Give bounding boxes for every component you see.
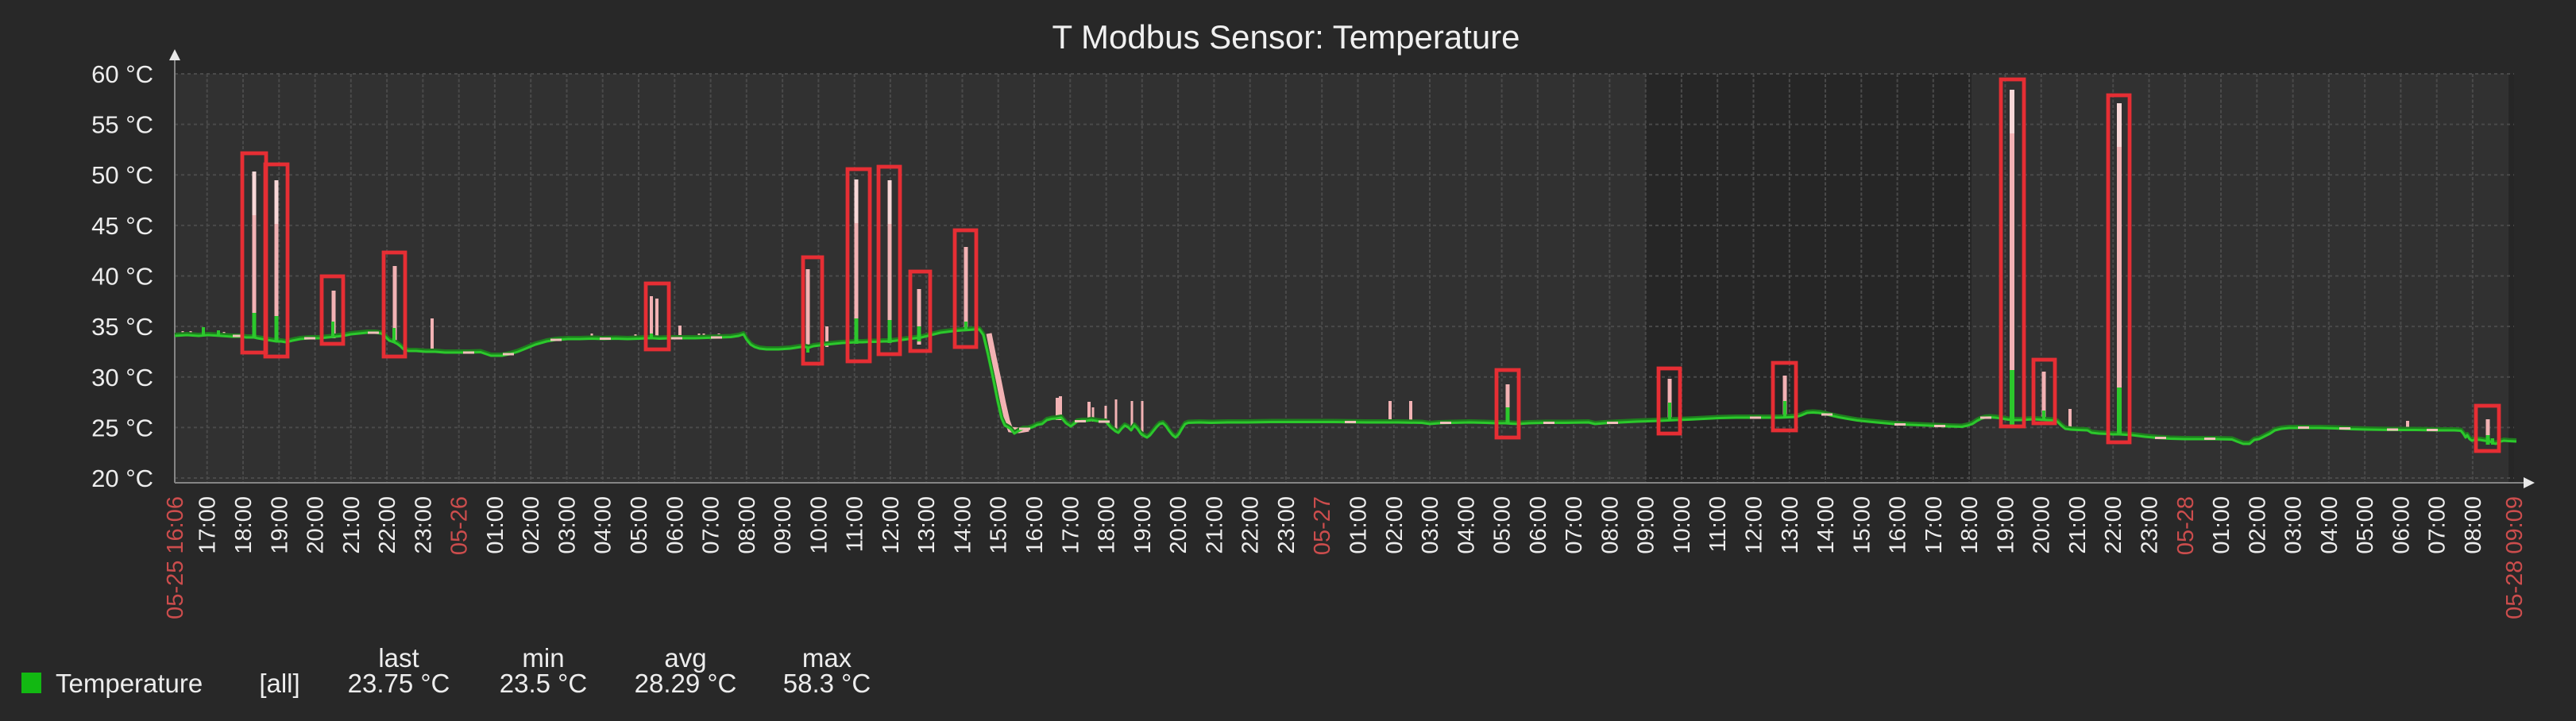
svg-text:01:00: 01:00 xyxy=(2209,496,2234,554)
svg-text:14:00: 14:00 xyxy=(951,496,976,554)
svg-text:58.3 °C: 58.3 °C xyxy=(783,669,871,698)
svg-text:T Modbus Sensor: Temperature: T Modbus Sensor: Temperature xyxy=(1052,18,1520,56)
svg-text:05:00: 05:00 xyxy=(2353,496,2378,554)
svg-text:01:00: 01:00 xyxy=(1346,496,1372,554)
svg-text:20 °C: 20 °C xyxy=(91,465,153,492)
svg-text:23:00: 23:00 xyxy=(2138,496,2163,554)
svg-text:14:00: 14:00 xyxy=(1813,496,1839,554)
svg-text:23:00: 23:00 xyxy=(1274,496,1300,554)
svg-text:03:00: 03:00 xyxy=(555,496,581,554)
svg-text:15:00: 15:00 xyxy=(1849,496,1875,554)
svg-text:03:00: 03:00 xyxy=(2281,496,2307,554)
svg-text:04:00: 04:00 xyxy=(1454,496,1479,554)
svg-text:05:00: 05:00 xyxy=(627,496,652,554)
svg-text:18:00: 18:00 xyxy=(1957,496,1983,554)
svg-text:20:00: 20:00 xyxy=(2030,496,2055,554)
svg-text:35 °C: 35 °C xyxy=(91,313,153,341)
svg-text:11:00: 11:00 xyxy=(1705,496,1731,552)
svg-text:21:00: 21:00 xyxy=(1202,496,1227,554)
svg-text:23.75 °C: 23.75 °C xyxy=(348,669,450,698)
svg-text:05-28: 05-28 xyxy=(2173,496,2199,555)
svg-text:03:00: 03:00 xyxy=(1418,496,1443,554)
svg-text:08:00: 08:00 xyxy=(735,496,760,554)
svg-text:08:00: 08:00 xyxy=(1597,496,1623,554)
svg-text:10:00: 10:00 xyxy=(1670,496,1695,554)
svg-text:60 °C: 60 °C xyxy=(91,60,153,88)
svg-text:17:00: 17:00 xyxy=(195,496,221,554)
svg-text:19:00: 19:00 xyxy=(267,496,292,554)
svg-text:20:00: 20:00 xyxy=(303,496,329,554)
svg-text:17:00: 17:00 xyxy=(1058,496,1083,554)
svg-text:02:00: 02:00 xyxy=(2245,496,2270,554)
svg-text:18:00: 18:00 xyxy=(1095,496,1120,554)
svg-text:22:00: 22:00 xyxy=(2101,496,2126,554)
svg-text:07:00: 07:00 xyxy=(1562,496,1587,554)
svg-text:06:00: 06:00 xyxy=(1526,496,1551,554)
svg-text:30 °C: 30 °C xyxy=(91,364,153,391)
svg-text:21:00: 21:00 xyxy=(2065,496,2091,554)
svg-text:02:00: 02:00 xyxy=(519,496,544,554)
svg-text:06:00: 06:00 xyxy=(2389,496,2414,554)
svg-text:12:00: 12:00 xyxy=(879,496,904,554)
svg-text:21:00: 21:00 xyxy=(339,496,365,554)
svg-text:28.29 °C: 28.29 °C xyxy=(635,669,737,698)
svg-text:last: last xyxy=(378,643,419,673)
svg-text:12:00: 12:00 xyxy=(1742,496,1767,554)
svg-text:45 °C: 45 °C xyxy=(91,212,153,240)
svg-text:07:00: 07:00 xyxy=(2425,496,2450,554)
svg-text:07:00: 07:00 xyxy=(699,496,724,554)
svg-text:22:00: 22:00 xyxy=(375,496,400,554)
svg-text:02:00: 02:00 xyxy=(1382,496,1408,554)
svg-text:50 °C: 50 °C xyxy=(91,161,153,189)
svg-text:18:00: 18:00 xyxy=(231,496,257,554)
svg-text:16:00: 16:00 xyxy=(1886,496,1911,554)
svg-text:06:00: 06:00 xyxy=(662,496,688,554)
svg-text:04:00: 04:00 xyxy=(591,496,616,554)
svg-text:13:00: 13:00 xyxy=(914,496,940,554)
svg-text:40 °C: 40 °C xyxy=(91,263,153,291)
svg-text:05-28 09:09: 05-28 09:09 xyxy=(2502,496,2528,619)
svg-text:20:00: 20:00 xyxy=(1166,496,1191,554)
svg-text:08:00: 08:00 xyxy=(2461,496,2486,554)
svg-text:05-26: 05-26 xyxy=(447,496,473,555)
svg-text:19:00: 19:00 xyxy=(1130,496,1156,554)
svg-text:[all]: [all] xyxy=(259,669,299,698)
svg-text:avg: avg xyxy=(664,643,706,673)
svg-text:25 °C: 25 °C xyxy=(91,414,153,441)
svg-text:max: max xyxy=(802,643,852,673)
svg-text:15:00: 15:00 xyxy=(987,496,1012,554)
svg-text:Temperature: Temperature xyxy=(56,669,203,698)
svg-text:19:00: 19:00 xyxy=(1993,496,2018,554)
svg-text:04:00: 04:00 xyxy=(2317,496,2342,554)
svg-text:13:00: 13:00 xyxy=(1778,496,1803,554)
svg-text:23:00: 23:00 xyxy=(411,496,436,554)
svg-text:23.5 °C: 23.5 °C xyxy=(500,669,587,698)
svg-text:09:00: 09:00 xyxy=(770,496,796,554)
svg-text:09:00: 09:00 xyxy=(1634,496,1659,554)
svg-text:17:00: 17:00 xyxy=(1921,496,1947,554)
svg-text:05-25 16:06: 05-25 16:06 xyxy=(163,496,188,619)
svg-text:16:00: 16:00 xyxy=(1022,496,1048,554)
svg-text:01:00: 01:00 xyxy=(483,496,508,554)
svg-text:05-27: 05-27 xyxy=(1310,496,1335,555)
svg-text:22:00: 22:00 xyxy=(1238,496,1264,554)
svg-text:55 °C: 55 °C xyxy=(91,111,153,139)
svg-text:10:00: 10:00 xyxy=(806,496,832,554)
svg-text:11:00: 11:00 xyxy=(843,496,868,552)
svg-text:05:00: 05:00 xyxy=(1490,496,1516,554)
svg-text:min: min xyxy=(522,643,564,673)
